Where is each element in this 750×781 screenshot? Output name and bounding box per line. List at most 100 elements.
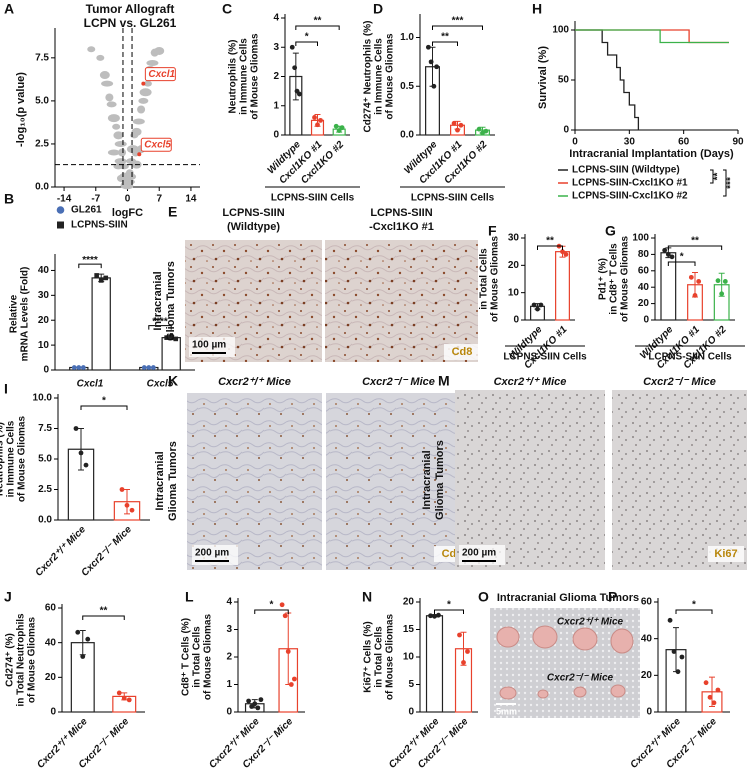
panel-letter: B — [4, 191, 14, 207]
panel-letter: C — [222, 1, 232, 17]
data-point — [126, 697, 132, 703]
column-header: LCPNS-SIIN — [222, 207, 284, 219]
data-point — [428, 59, 434, 65]
data-point — [138, 97, 149, 104]
data-point — [249, 704, 255, 709]
y-tick-label: 80 — [638, 249, 650, 260]
data-point — [107, 114, 120, 123]
data-point — [246, 698, 252, 704]
photo — [490, 608, 640, 718]
data-point — [154, 46, 165, 55]
y-tick-label: 0 — [563, 125, 569, 136]
y-axis-label: Relative — [9, 294, 20, 333]
y-axis-label: Survival (%) — [537, 46, 549, 109]
x-tick-label: 30 — [624, 137, 636, 148]
y-tick-label: 10 — [403, 652, 415, 663]
error-bar — [78, 428, 84, 471]
significance-bracket — [667, 261, 696, 266]
stain-label: Ki67 — [714, 548, 737, 560]
y-tick-label: 0 — [408, 707, 414, 718]
y-tick-label: 15 — [403, 624, 415, 635]
tumor — [537, 689, 549, 699]
data-point — [722, 279, 728, 284]
data-point — [563, 252, 569, 257]
significance-label: ** — [314, 16, 322, 27]
y-axis-label: mRNA Levels (Fold) — [20, 267, 31, 362]
y-tick-label: 100 — [632, 233, 649, 244]
data-point — [458, 122, 464, 128]
axis — [574, 21, 738, 131]
data-point — [707, 694, 713, 700]
data-point — [87, 46, 96, 53]
data-point — [118, 148, 127, 157]
data-point — [662, 247, 668, 253]
legend-label: LCPNS-SIIN (Wildtype) — [572, 165, 680, 176]
legend-label: GL261 — [71, 205, 102, 216]
panel-letter: A — [4, 1, 14, 17]
data-point — [318, 117, 323, 123]
data-point — [719, 291, 725, 297]
data-point — [339, 125, 345, 131]
y-axis-label: Cd274⁺ Neutrophils (%) — [363, 21, 374, 133]
row-label: Cxcr2⁻/⁻ Mice — [547, 673, 614, 684]
data-point — [255, 705, 261, 711]
data-point — [168, 334, 174, 339]
data-point — [696, 279, 702, 284]
data-point — [75, 629, 81, 635]
y-axis-label: Ki67⁺ Cells (%) — [363, 621, 374, 692]
data-point — [106, 101, 117, 108]
significance-bracket — [723, 169, 727, 197]
y-axis-label: of Mouse Gliomas — [385, 614, 396, 701]
y-tick-label: 0.0 — [400, 130, 414, 141]
data-point — [116, 690, 122, 696]
y-tick-label: 40 — [641, 633, 653, 644]
annotation: Cxcl1 — [148, 69, 175, 80]
tumor — [496, 626, 520, 648]
bar — [425, 615, 444, 713]
significance-bracket — [434, 609, 464, 614]
panel-letter: K — [168, 373, 178, 389]
y-tick-label: 0 — [643, 315, 649, 326]
data-point — [98, 278, 104, 283]
y-tick-label: 20 — [45, 672, 57, 683]
y-axis-label: -log₁₀(p value) — [15, 72, 27, 147]
scale-label: 5mm — [496, 706, 517, 716]
y-tick-label: 20 — [641, 670, 653, 681]
data-point — [667, 617, 673, 623]
data-point — [71, 365, 77, 370]
significance-bracket — [254, 609, 289, 614]
significance-label: * — [692, 600, 696, 611]
data-point — [282, 613, 288, 619]
side-label: Glioma Tumors — [167, 441, 179, 521]
error-bar — [460, 631, 467, 666]
significance-label: * — [305, 32, 309, 43]
side-label: Intracranial — [152, 271, 164, 330]
y-axis-label: of Mouse Gliomas — [17, 416, 28, 503]
legend-marker — [56, 206, 65, 214]
y-tick-label: 20 — [638, 298, 650, 309]
significance-label: *** — [726, 177, 737, 189]
significance-bracket — [675, 609, 713, 614]
panel-letter: P — [608, 589, 617, 605]
significance-label: * — [102, 396, 106, 407]
data-point — [434, 64, 440, 70]
y-tick-label: 2.5 — [38, 484, 52, 495]
y-axis-label: in Immune Cells — [374, 38, 385, 115]
tumor — [610, 628, 634, 654]
data-point — [94, 273, 99, 278]
y-tick-label: 4 — [273, 13, 279, 24]
y-axis-label: of Mouse Gliomas — [620, 236, 631, 323]
data-point — [173, 336, 179, 342]
data-point — [80, 654, 86, 659]
panel-letter: H — [532, 1, 542, 17]
data-point — [132, 118, 145, 125]
survival-line — [575, 29, 729, 44]
data-point — [679, 654, 685, 660]
chart-subtitle: LCPN vs. GL261 — [84, 16, 177, 30]
y-tick-label: 60 — [638, 265, 650, 276]
y-tick-label: 0 — [43, 365, 49, 376]
highlight-point — [141, 81, 146, 86]
data-point — [425, 44, 431, 50]
micrograph — [326, 393, 471, 570]
